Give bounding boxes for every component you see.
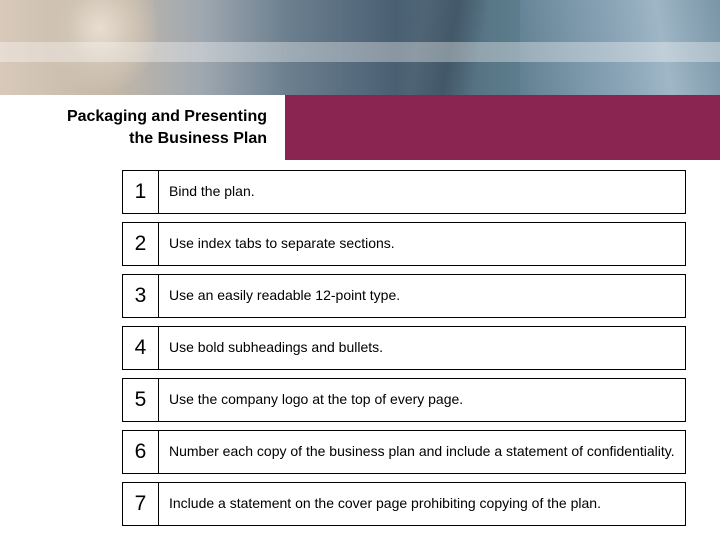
item-text: Use an easily readable 12-point type. [159,275,685,317]
banner-stripe [0,42,720,62]
item-number: 1 [123,171,159,213]
item-number: 5 [123,379,159,421]
item-number: 3 [123,275,159,317]
list-item: 7 Include a statement on the cover page … [122,482,686,526]
item-text: Number each copy of the business plan an… [159,431,685,473]
slide-title: Packaging and Presenting the Business Pl… [0,95,285,160]
item-number: 7 [123,483,159,525]
list-item: 2 Use index tabs to separate sections. [122,222,686,266]
item-text: Use bold subheadings and bullets. [159,327,685,369]
list-item: 3 Use an easily readable 12-point type. [122,274,686,318]
item-number: 4 [123,327,159,369]
numbered-list: 1 Bind the plan. 2 Use index tabs to sep… [122,170,686,534]
list-item: 4 Use bold subheadings and bullets. [122,326,686,370]
list-item: 5 Use the company logo at the top of eve… [122,378,686,422]
list-item: 6 Number each copy of the business plan … [122,430,686,474]
item-text: Bind the plan. [159,171,685,213]
banner-image [0,0,720,95]
item-text: Include a statement on the cover page pr… [159,483,685,525]
item-text: Use the company logo at the top of every… [159,379,685,421]
item-number: 6 [123,431,159,473]
item-number: 2 [123,223,159,265]
item-text: Use index tabs to separate sections. [159,223,685,265]
maroon-panel [285,95,720,160]
title-line-1: Packaging and Presenting [67,106,267,128]
list-item: 1 Bind the plan. [122,170,686,214]
title-line-2: the Business Plan [129,128,267,150]
